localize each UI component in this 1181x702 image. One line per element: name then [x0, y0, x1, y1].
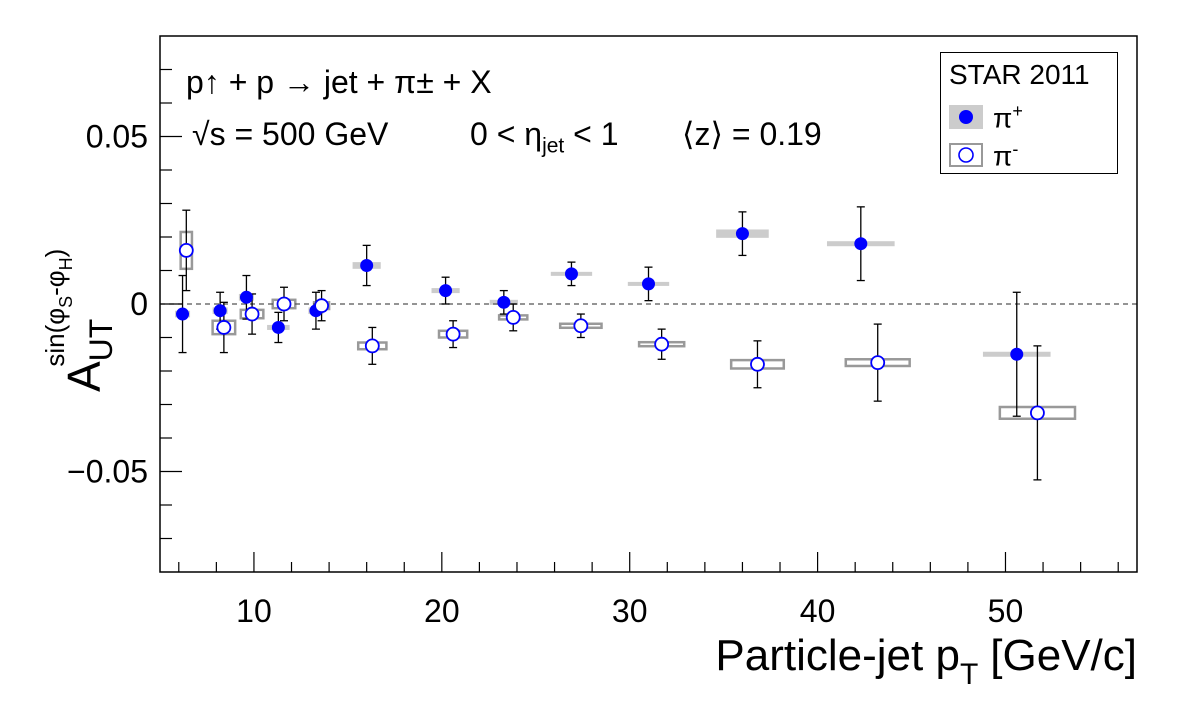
eta-subscript: jet: [542, 134, 565, 158]
x-tick-label: 10: [236, 593, 272, 629]
y-tick-label: −0.05: [67, 454, 148, 490]
data-point-pi-plus: [735, 227, 749, 241]
y-tick-label: 0: [130, 286, 148, 322]
data-point-pi-minus: [276, 296, 292, 312]
legend-marker-filled-icon: [949, 105, 983, 129]
data-point-pi-minus: [178, 242, 194, 258]
eta-end: < 1: [564, 116, 619, 152]
y-tick-label: 0.05: [86, 119, 148, 155]
legend-label-pi-plus: π+: [993, 101, 1023, 134]
data-point-pi-plus: [360, 258, 374, 272]
data-point-pi-minus: [870, 355, 886, 371]
data-point-pi-plus: [564, 267, 578, 281]
data-point-pi-plus: [439, 284, 453, 298]
data-point-pi-plus: [213, 304, 227, 318]
legend-title: STAR 2011: [949, 59, 1090, 90]
statistical-error-bars: [178, 206, 1042, 481]
systematic-error-boxes: [175, 229, 1077, 420]
data-point-pi-plus: [854, 237, 868, 251]
data-point-pi-plus: [239, 290, 253, 304]
data-point-pi-minus: [750, 356, 765, 372]
energy-annotation: √s = 500 GeV: [192, 116, 389, 152]
data-markers: [176, 227, 1045, 421]
data-point-pi-plus: [271, 320, 285, 334]
data-point-pi-plus: [497, 295, 511, 309]
x-tick-label: 30: [612, 593, 648, 629]
data-point-pi-minus: [364, 338, 380, 354]
data-point-pi-minus: [573, 318, 589, 334]
axes: 10 20 30 40 50 −0.05 0 0.05: [67, 68, 1119, 629]
y-axis-label: AUTsin(φS-φH): [40, 249, 119, 392]
legend: STAR 2011 π+ π-: [940, 52, 1118, 174]
data-point-pi-minus: [216, 320, 232, 335]
data-point-pi-minus: [314, 298, 329, 314]
data-point-pi-plus: [176, 307, 190, 321]
data-point-pi-minus: [244, 306, 260, 322]
x-tick-label: 40: [800, 593, 836, 629]
reaction-annotation: p↑ + p → jet + π± + X: [186, 64, 492, 100]
legend-marker-open-icon: [949, 143, 983, 167]
data-point-pi-minus: [1030, 405, 1045, 421]
z-annotation: ⟨z⟩ = 0.19: [682, 116, 822, 152]
data-point-pi-minus: [505, 309, 521, 325]
eta-text: 0 < η: [470, 116, 543, 152]
x-axis-label: Particle-jet pT [GeV/c]: [715, 631, 1137, 691]
data-point-pi-minus: [445, 326, 461, 342]
legend-label-pi-minus: π-: [993, 139, 1019, 172]
data-point-pi-plus: [642, 277, 655, 291]
data-point-pi-minus: [654, 336, 670, 352]
x-tick-label: 20: [424, 593, 460, 629]
eta-annotation: 0 < ηjet < 1: [470, 118, 619, 156]
x-tick-label: 50: [988, 593, 1024, 629]
data-point-pi-plus: [1010, 347, 1024, 361]
